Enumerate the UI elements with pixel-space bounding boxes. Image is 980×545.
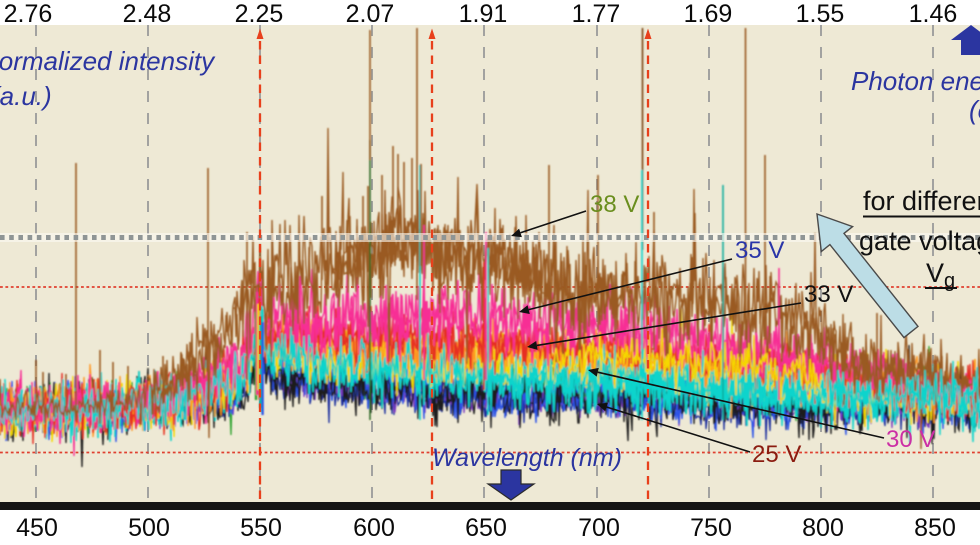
svg-text:(a.u.): (a.u.)	[0, 81, 52, 111]
svg-text:750: 750	[690, 514, 732, 542]
svg-text:2.25: 2.25	[235, 0, 284, 28]
svg-text:30 V: 30 V	[886, 426, 935, 453]
svg-text:450: 450	[16, 514, 58, 542]
svg-text:800: 800	[802, 514, 844, 542]
svg-text:35 V: 35 V	[735, 237, 784, 264]
svg-text:2.76: 2.76	[4, 0, 53, 28]
svg-text:500: 500	[128, 514, 170, 542]
svg-text:2.48: 2.48	[123, 0, 172, 28]
svg-text:1.46: 1.46	[909, 0, 958, 28]
svg-text:550: 550	[240, 514, 282, 542]
svg-text:for different: for different	[863, 186, 980, 216]
svg-text:850: 850	[914, 514, 956, 542]
svg-text:1.91: 1.91	[459, 0, 508, 28]
svg-text:Photon energy: Photon energy	[851, 66, 980, 96]
svg-text:25 V: 25 V	[752, 441, 801, 468]
svg-text:33 V: 33 V	[804, 281, 853, 308]
svg-text:38 V: 38 V	[590, 191, 639, 218]
svg-text:gate voltage: gate voltage	[859, 226, 980, 256]
svg-text:1.55: 1.55	[796, 0, 845, 28]
svg-text:700: 700	[578, 514, 620, 542]
svg-text:(eV): (eV)	[969, 95, 980, 125]
svg-text:Normalized intensity: Normalized intensity	[0, 46, 216, 76]
svg-text:600: 600	[353, 514, 395, 542]
svg-text:1.77: 1.77	[572, 0, 621, 28]
svg-text:1.69: 1.69	[684, 0, 733, 28]
svg-text:650: 650	[465, 514, 507, 542]
svg-text:Wavelength (nm): Wavelength (nm)	[432, 444, 622, 472]
svg-text:2.07: 2.07	[346, 0, 395, 28]
